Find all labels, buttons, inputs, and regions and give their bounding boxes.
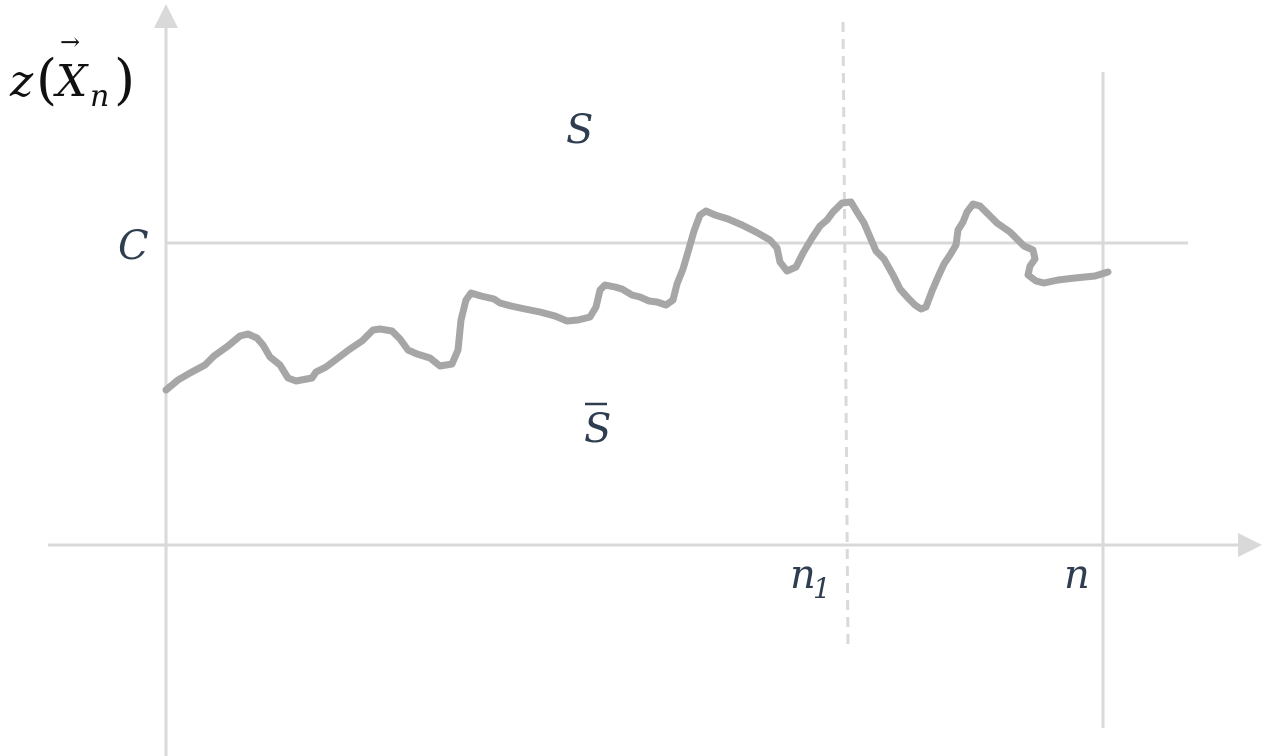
n1-label: n 1 [790,552,831,605]
y-axis-vector-arrow: → [60,28,80,56]
x-axis-arrowhead [1238,533,1262,557]
y-axis-paren-close: ) [114,48,135,111]
threshold-label: C [118,223,149,269]
random-walk-curve [162,198,1112,394]
y-axis-paren-open: ( [36,48,57,111]
region-upper-label: S [566,107,593,153]
y-axis-vector: X [53,56,89,107]
n-label: n [1064,552,1090,598]
y-axis-vector-sub: n [90,79,109,114]
y-axis-arrowhead [154,4,178,28]
y-axis-func: z [9,56,34,107]
n1-label-main: n [790,552,816,598]
y-axis-label: z ( → X n ) [9,28,135,114]
n1-label-sub: 1 [813,572,831,605]
region-lower-label: S [584,406,611,452]
n1-dashed-line [841,21,850,649]
